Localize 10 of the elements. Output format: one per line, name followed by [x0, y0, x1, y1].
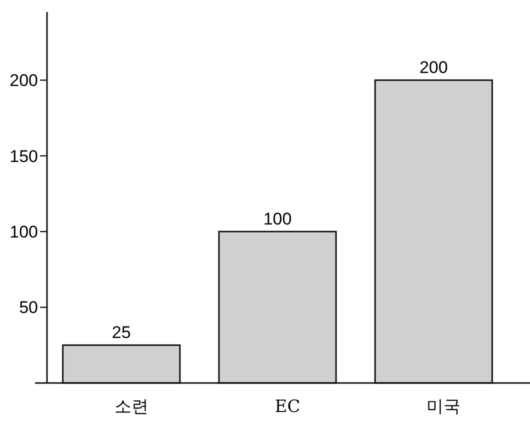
y-tick-label: 150	[10, 146, 38, 166]
y-tick-label: 200	[10, 71, 38, 90]
data-label: 100	[263, 210, 292, 229]
data-label: 25	[112, 323, 131, 342]
y-tick-label: 100	[10, 222, 38, 242]
y-tick-label: 50	[19, 298, 38, 318]
x-tick-label: 소련	[114, 397, 148, 417]
data-label: 200	[419, 58, 448, 78]
x-tick-label: EC	[274, 397, 300, 417]
x-tick-label: 미국	[426, 397, 461, 417]
